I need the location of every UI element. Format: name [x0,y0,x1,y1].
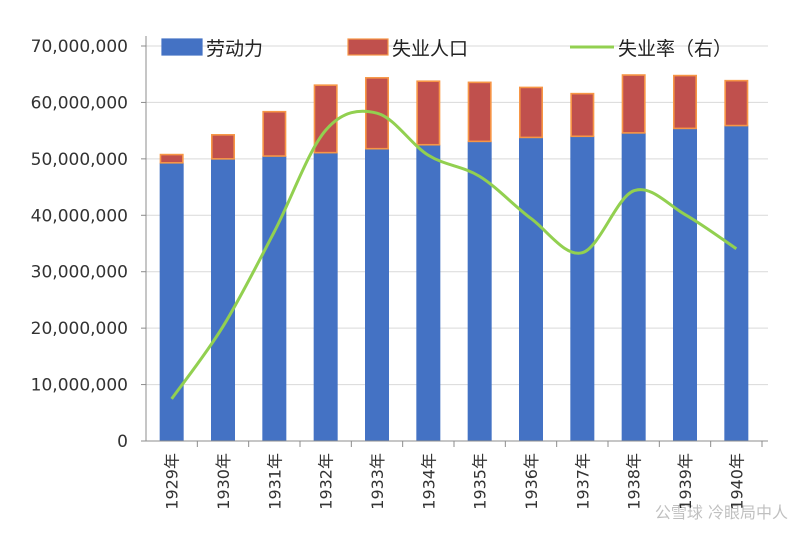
x-tick-label: 1936年 [522,453,541,510]
x-tick-label: 1940年 [727,453,746,510]
bar-labor-force [621,132,646,441]
legend: 劳动力 失业人口 失业率（右） [161,38,732,60]
legend-label: 失业人口 [392,38,468,60]
line-layer [170,109,738,400]
bar-unemployed [211,134,236,160]
y-tick-label: 50,000,000 [31,150,128,170]
y-tick-label: 40,000,000 [31,206,128,226]
bar-labor-force [211,158,235,441]
bar-labor-force [467,141,492,441]
bar-unemployed [467,81,492,143]
bar-unemployed [416,80,441,146]
legend-swatch [161,38,203,56]
x-tick-label: 1933年 [368,453,387,510]
watermark-text: 公雪球 冷眼局中人 [655,503,788,522]
x-tick-label: 1930年 [214,453,233,510]
bar-labor-force [365,148,389,441]
line-unemployment-rate [170,109,738,400]
axes [145,36,768,447]
x-tick-label: 1929年 [163,453,182,510]
x-tick-label: 1932年 [317,453,336,510]
y-tick-labels: 0 10,000,000 20,000,000 30,000,000 40,000,00… [31,37,128,452]
legend-label: 劳动力 [206,38,263,60]
bar-labor-force [262,156,287,442]
x-tick-label: 1939年 [676,453,695,510]
bar-unemployed [672,74,697,130]
y-tick-label: 10,000,000 [31,376,128,396]
bar-labor-force [724,125,749,442]
y-tick-label: 30,000,000 [31,263,128,283]
y-tick-label: 20,000,000 [31,319,128,339]
bar-labor-force [159,162,184,442]
x-tick-label: 1937年 [573,453,592,510]
y-tick-label: 0 [117,432,128,452]
x-tick-labels: 1929年 1930年 1931年 1932年 1933年 1934年 1935年 1936年… [163,453,747,510]
bar-unemployed [159,153,184,164]
x-tick-label: 1931年 [265,453,284,510]
legend-swatch [347,38,389,56]
bar-labor-force [416,144,441,441]
bar-unemployed [518,86,543,139]
bar-labor-force [673,128,697,441]
bar-unemployed [262,110,287,157]
x-tick-label: 1935年 [471,453,490,510]
bar-labor-force [313,152,338,441]
bar-unemployed [724,79,749,127]
bar-unemployed [621,74,646,134]
x-tick-label: 1938年 [625,453,644,510]
gridlines [141,45,768,442]
y-tick-label: 60,000,000 [31,93,128,113]
bar-labor-force [519,137,543,441]
bars [159,74,749,442]
watermark: 公雪球 冷眼局中人 [655,503,788,522]
bar-labor-force [570,136,595,442]
legend-label: 失业率（右） [618,38,732,60]
x-tick-label: 1934年 [419,453,438,510]
y-tick-label: 70,000,000 [31,37,128,57]
bar-unemployed [570,92,595,138]
